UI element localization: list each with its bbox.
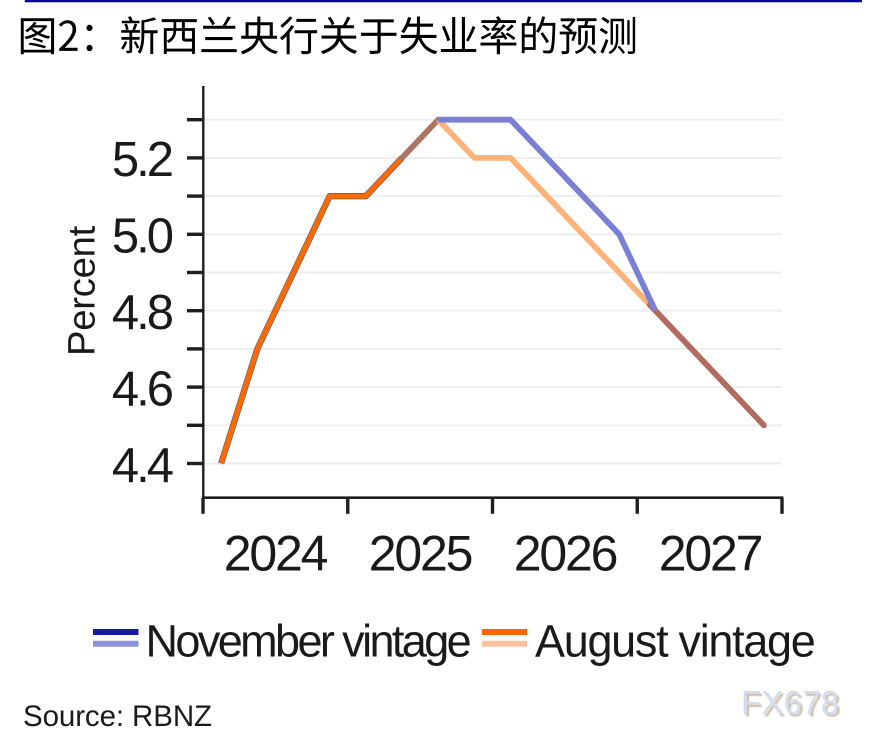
svg-text:FX678: FX678 — [741, 684, 839, 721]
svg-text:August vintage: August vintage — [535, 616, 815, 667]
svg-text:2024: 2024 — [224, 526, 328, 582]
svg-text:November vintage: November vintage — [146, 616, 471, 667]
svg-text:2025: 2025 — [369, 526, 472, 582]
svg-text:5.0: 5.0 — [112, 210, 173, 264]
svg-text:4.6: 4.6 — [112, 362, 173, 416]
svg-text:2027: 2027 — [659, 526, 762, 582]
svg-text:2026: 2026 — [514, 526, 617, 582]
svg-text:Source: RBNZ: Source: RBNZ — [23, 700, 212, 733]
svg-text:Percent: Percent — [61, 225, 104, 356]
svg-text:4.8: 4.8 — [112, 286, 173, 340]
svg-text:4.4: 4.4 — [112, 439, 173, 493]
svg-text:5.2: 5.2 — [112, 133, 172, 187]
